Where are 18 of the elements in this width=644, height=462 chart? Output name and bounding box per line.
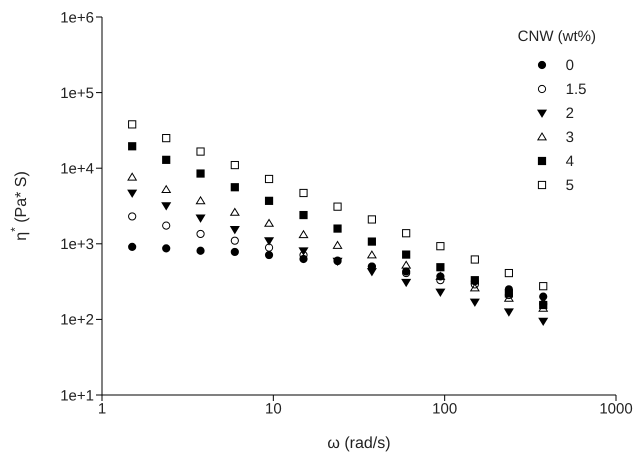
x-tick-label: 100	[432, 400, 458, 418]
x-axis-title: ω (rad/s)	[327, 435, 391, 452]
x-tick-label: 10	[264, 400, 282, 418]
legend-label: 4	[566, 152, 574, 170]
legend-label: 2	[566, 104, 574, 122]
y-tick-label: 1e+3	[60, 236, 94, 254]
legend-label: 1.5	[566, 80, 587, 98]
x-tick-label: 1	[98, 400, 106, 418]
legend-title: CNW (wt%)	[518, 28, 596, 45]
legend-label: 0	[566, 56, 574, 74]
x-tick-label: 1000	[599, 400, 633, 418]
legend-label: 5	[566, 176, 574, 194]
legend-label: 3	[566, 128, 574, 146]
y-tick-label: 1e+1	[60, 387, 94, 404]
y-tick-label: 1e+4	[60, 160, 94, 178]
y-tick-label: 1e+5	[60, 84, 94, 102]
y-tick-label: 1e+2	[60, 312, 94, 329]
y-tick-label: 1e+6	[60, 9, 94, 26]
